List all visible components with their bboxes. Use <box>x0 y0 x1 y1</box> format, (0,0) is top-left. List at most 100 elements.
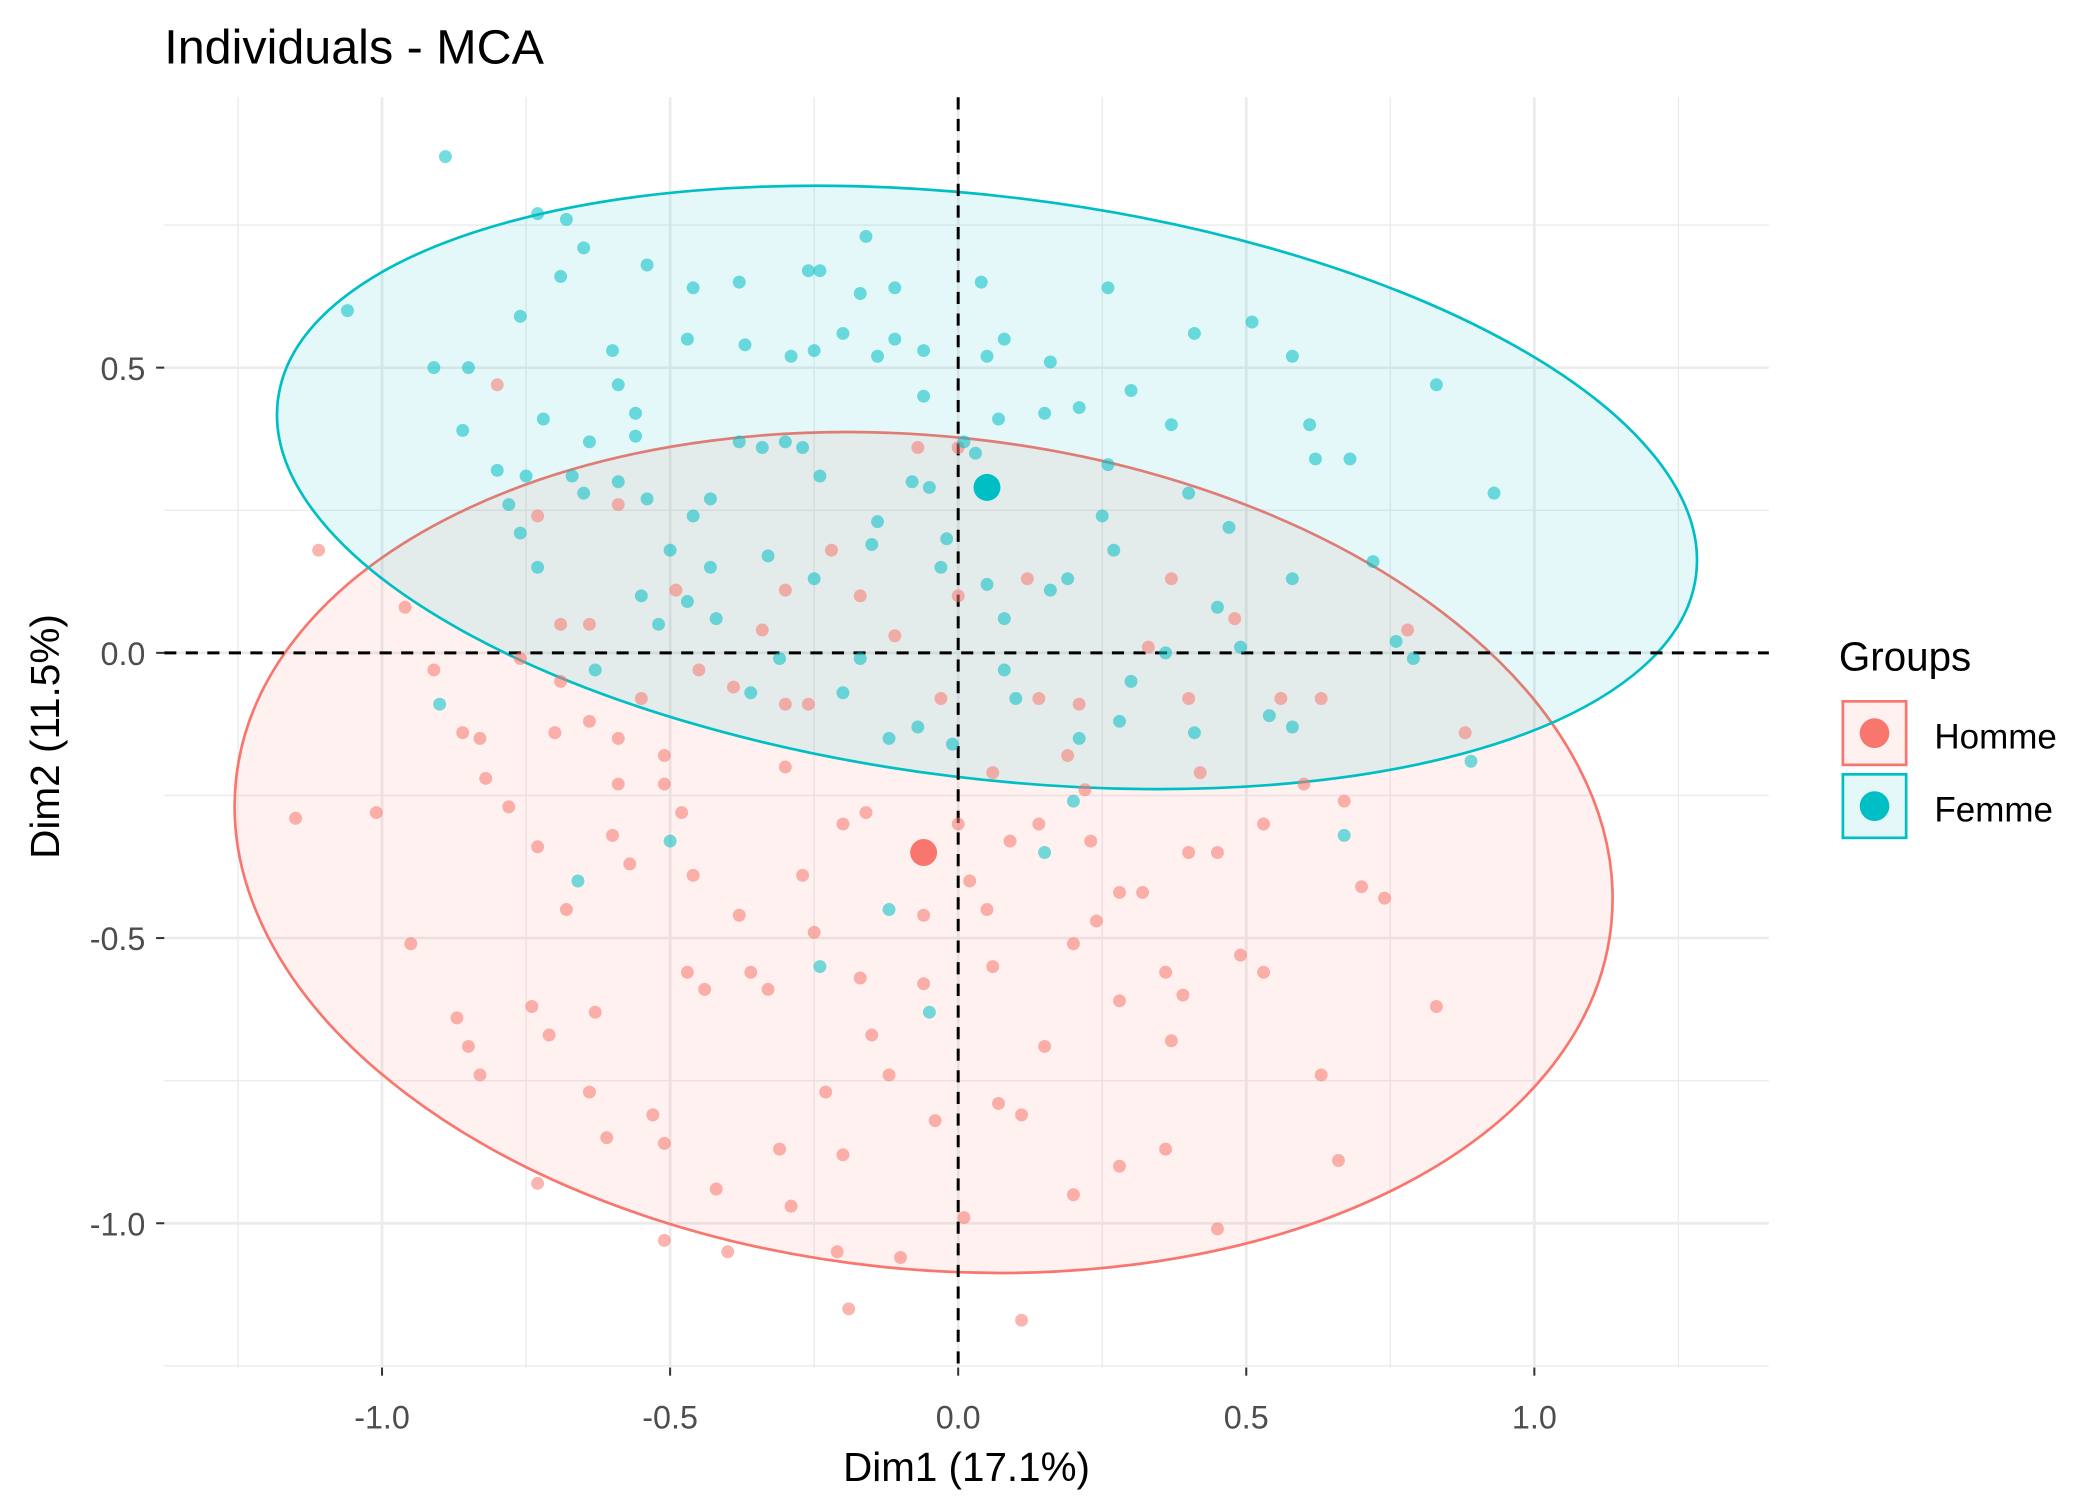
point-femme <box>1072 401 1086 415</box>
point-femme <box>629 406 642 420</box>
point-femme <box>761 549 775 563</box>
point-homme <box>473 1068 487 1082</box>
point-homme <box>951 589 965 603</box>
point-femme <box>1038 406 1052 420</box>
point-homme <box>559 903 573 917</box>
point-femme <box>871 515 884 529</box>
point-homme <box>986 960 1000 974</box>
point-homme <box>853 971 867 985</box>
point-femme <box>997 332 1011 346</box>
point-homme <box>606 828 619 842</box>
point-homme <box>1429 1000 1443 1013</box>
legend-item-homme[interactable]: Homme <box>1841 700 2057 767</box>
point-homme <box>554 617 568 631</box>
legend-label-femme: Femme <box>1934 791 2053 830</box>
point-homme <box>1136 885 1150 899</box>
point-homme <box>842 1302 856 1316</box>
point-femme <box>1187 726 1201 740</box>
point-homme <box>1084 834 1098 848</box>
point-homme <box>1066 1188 1080 1202</box>
point-homme <box>1210 846 1224 859</box>
point-femme <box>755 441 769 455</box>
legend: Groups Homme Femme <box>1839 633 2057 840</box>
legend-item-femme[interactable]: Femme <box>1841 772 2053 840</box>
point-femme <box>663 834 677 848</box>
point-homme <box>963 874 977 888</box>
point-femme <box>1389 634 1403 648</box>
point-homme <box>1113 994 1126 1008</box>
point-homme <box>456 726 470 740</box>
point-homme <box>830 1245 844 1259</box>
point-homme <box>1164 572 1178 586</box>
point-femme <box>836 326 850 340</box>
point-femme <box>744 686 758 700</box>
legend-title: Groups <box>1839 633 1971 679</box>
point-homme <box>611 498 625 512</box>
point-femme <box>1429 378 1443 392</box>
point-homme <box>992 1096 1005 1110</box>
point-homme <box>600 1131 614 1145</box>
point-homme <box>744 965 758 979</box>
y-tick-label: -0.5 <box>90 921 146 957</box>
point-femme <box>611 475 625 489</box>
point-homme <box>398 600 412 614</box>
point-femme <box>917 389 931 403</box>
point-homme <box>778 697 792 711</box>
point-femme <box>438 150 452 164</box>
point-homme <box>502 800 516 814</box>
point-homme <box>531 840 545 854</box>
point-femme <box>992 412 1005 426</box>
point-femme <box>807 344 821 358</box>
point-femme <box>1101 281 1115 295</box>
point-homme <box>1141 640 1155 654</box>
point-femme <box>513 309 527 323</box>
point-femme <box>611 378 625 392</box>
point-homme <box>657 1233 671 1247</box>
points <box>289 150 1501 1327</box>
point-femme <box>513 526 527 540</box>
point-femme <box>640 258 654 272</box>
point-homme <box>1164 1034 1178 1048</box>
confidence-ellipses <box>233 184 1699 1275</box>
point-femme <box>1406 652 1420 666</box>
point-femme <box>922 480 936 494</box>
point-homme <box>778 583 792 597</box>
point-homme <box>784 1199 798 1213</box>
point-femme <box>640 492 654 506</box>
point-homme <box>727 680 740 694</box>
point-femme <box>433 697 447 711</box>
point-femme <box>577 241 591 255</box>
point-homme <box>980 903 994 917</box>
point-femme <box>859 229 873 243</box>
point-femme <box>945 737 959 751</box>
point-femme <box>577 486 591 500</box>
y-tick-label: 0.0 <box>100 636 145 672</box>
point-femme <box>663 543 677 557</box>
point-femme <box>922 1005 936 1019</box>
point-homme <box>582 1085 596 1099</box>
point-femme <box>536 412 550 426</box>
point-homme <box>928 1114 942 1128</box>
point-homme <box>1078 783 1092 797</box>
point-femme <box>1285 349 1299 363</box>
point-homme <box>824 543 838 557</box>
point-homme <box>836 817 850 831</box>
point-femme <box>911 720 925 734</box>
point-homme <box>721 1245 735 1259</box>
point-homme <box>657 749 671 763</box>
point-femme <box>703 560 717 574</box>
point-homme <box>859 806 873 820</box>
point-femme <box>490 463 504 477</box>
point-homme <box>542 1028 556 1042</box>
centroid-femme <box>973 473 1001 501</box>
point-femme <box>1262 709 1276 723</box>
point-femme <box>588 663 602 677</box>
point-homme <box>819 1085 833 1099</box>
point-homme <box>554 674 568 688</box>
legend-dot-homme <box>1859 718 1890 748</box>
point-homme <box>1176 988 1190 1002</box>
point-homme <box>1337 794 1351 808</box>
point-femme <box>1285 572 1299 586</box>
point-femme <box>974 275 988 289</box>
point-femme <box>606 344 619 358</box>
